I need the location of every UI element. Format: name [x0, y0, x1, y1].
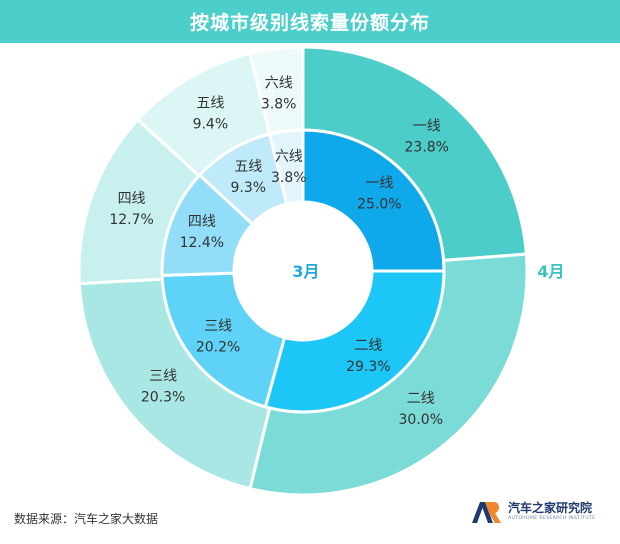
outer-value-label: 20.3% [141, 389, 185, 405]
outer-ring-name: 4月 [537, 262, 564, 281]
logo: 汽车之家研究院 AUTOHOME RESEARCH INSTITUTE [470, 500, 595, 524]
inner-value-label: 3.8% [271, 170, 307, 186]
outer-value-label: 30.0% [399, 412, 443, 428]
inner-ring-name: 3月 [292, 262, 319, 281]
inner-category-label: 一线 [365, 176, 393, 192]
outer-value-label: 23.8% [405, 140, 449, 156]
chart-title: 按城市级别线索量份额分布 [189, 12, 430, 34]
inner-value-label: 9.3% [231, 180, 267, 196]
outer-category-label: 五线 [196, 95, 224, 111]
ar-logo-icon [472, 502, 501, 523]
inner-category-label: 二线 [354, 338, 382, 354]
outer-category-label: 六线 [265, 76, 293, 92]
inner-value-label: 12.4% [180, 235, 224, 251]
outer-slice-2 [248, 252, 529, 497]
logo-sub: AUTOHOME RESEARCH INSTITUTE [508, 516, 596, 522]
outer-slice-6 [248, 45, 305, 136]
inner-value-label: 29.3% [346, 359, 390, 375]
outer-category-label: 二线 [407, 391, 435, 407]
slices [77, 45, 529, 497]
outer-slice-1 [301, 45, 528, 262]
inner-category-label: 六线 [275, 149, 303, 165]
inner-category-label: 四线 [188, 214, 216, 230]
outer-value-label: 3.8% [261, 97, 297, 113]
slice-labels: 一线 25.0% 二线 29.3% 三线 20.2% 四线 12.4% 五线 9.3% 六线 3.8%… [109, 76, 449, 428]
data-source: 数据来源：汽车之家大数据 [14, 512, 159, 526]
outer-value-label: 12.7% [109, 212, 153, 228]
title-bar: 按城市级别线索量份额分布 [0, 0, 620, 43]
logo-name: 汽车之家研究院 [508, 501, 593, 516]
outer-category-label: 一线 [413, 119, 441, 135]
inner-category-label: 五线 [234, 159, 262, 175]
inner-category-label: 三线 [204, 319, 232, 335]
inner-value-label: 20.2% [196, 340, 240, 356]
outer-category-label: 三线 [149, 368, 177, 384]
outer-value-label: 9.4% [193, 116, 229, 132]
outer-category-label: 四线 [118, 191, 146, 207]
inner-value-label: 25.0% [357, 197, 401, 213]
